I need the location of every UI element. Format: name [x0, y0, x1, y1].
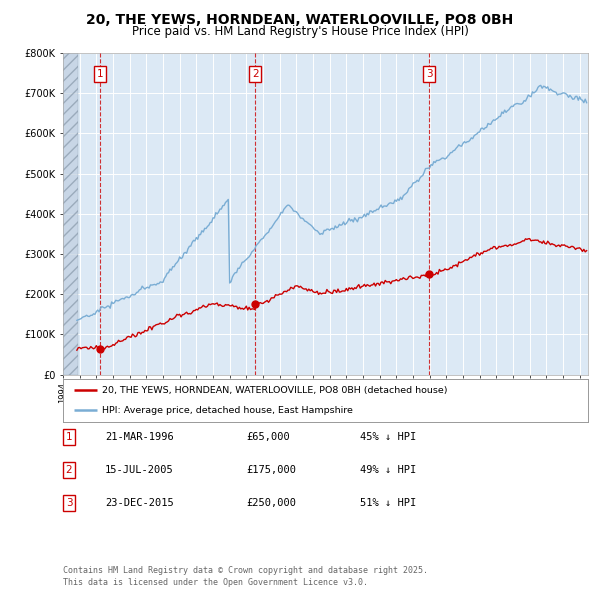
Text: 20, THE YEWS, HORNDEAN, WATERLOOVILLE, PO8 0BH: 20, THE YEWS, HORNDEAN, WATERLOOVILLE, P…	[86, 13, 514, 27]
Text: 51% ↓ HPI: 51% ↓ HPI	[360, 498, 416, 508]
Text: 20, THE YEWS, HORNDEAN, WATERLOOVILLE, PO8 0BH (detached house): 20, THE YEWS, HORNDEAN, WATERLOOVILLE, P…	[103, 386, 448, 395]
Text: 2: 2	[252, 69, 259, 79]
Text: Price paid vs. HM Land Registry's House Price Index (HPI): Price paid vs. HM Land Registry's House …	[131, 25, 469, 38]
Text: 3: 3	[426, 69, 433, 79]
Text: 1: 1	[97, 69, 103, 79]
Text: 1: 1	[65, 432, 73, 442]
Text: 2: 2	[65, 465, 73, 475]
Text: £250,000: £250,000	[246, 498, 296, 508]
Text: 21-MAR-1996: 21-MAR-1996	[105, 432, 174, 442]
Text: 3: 3	[65, 498, 73, 508]
Text: £175,000: £175,000	[246, 465, 296, 475]
Text: 23-DEC-2015: 23-DEC-2015	[105, 498, 174, 508]
Text: 49% ↓ HPI: 49% ↓ HPI	[360, 465, 416, 475]
Text: Contains HM Land Registry data © Crown copyright and database right 2025.
This d: Contains HM Land Registry data © Crown c…	[63, 566, 428, 587]
Text: 15-JUL-2005: 15-JUL-2005	[105, 465, 174, 475]
Text: £65,000: £65,000	[246, 432, 290, 442]
Text: HPI: Average price, detached house, East Hampshire: HPI: Average price, detached house, East…	[103, 406, 353, 415]
Text: 45% ↓ HPI: 45% ↓ HPI	[360, 432, 416, 442]
